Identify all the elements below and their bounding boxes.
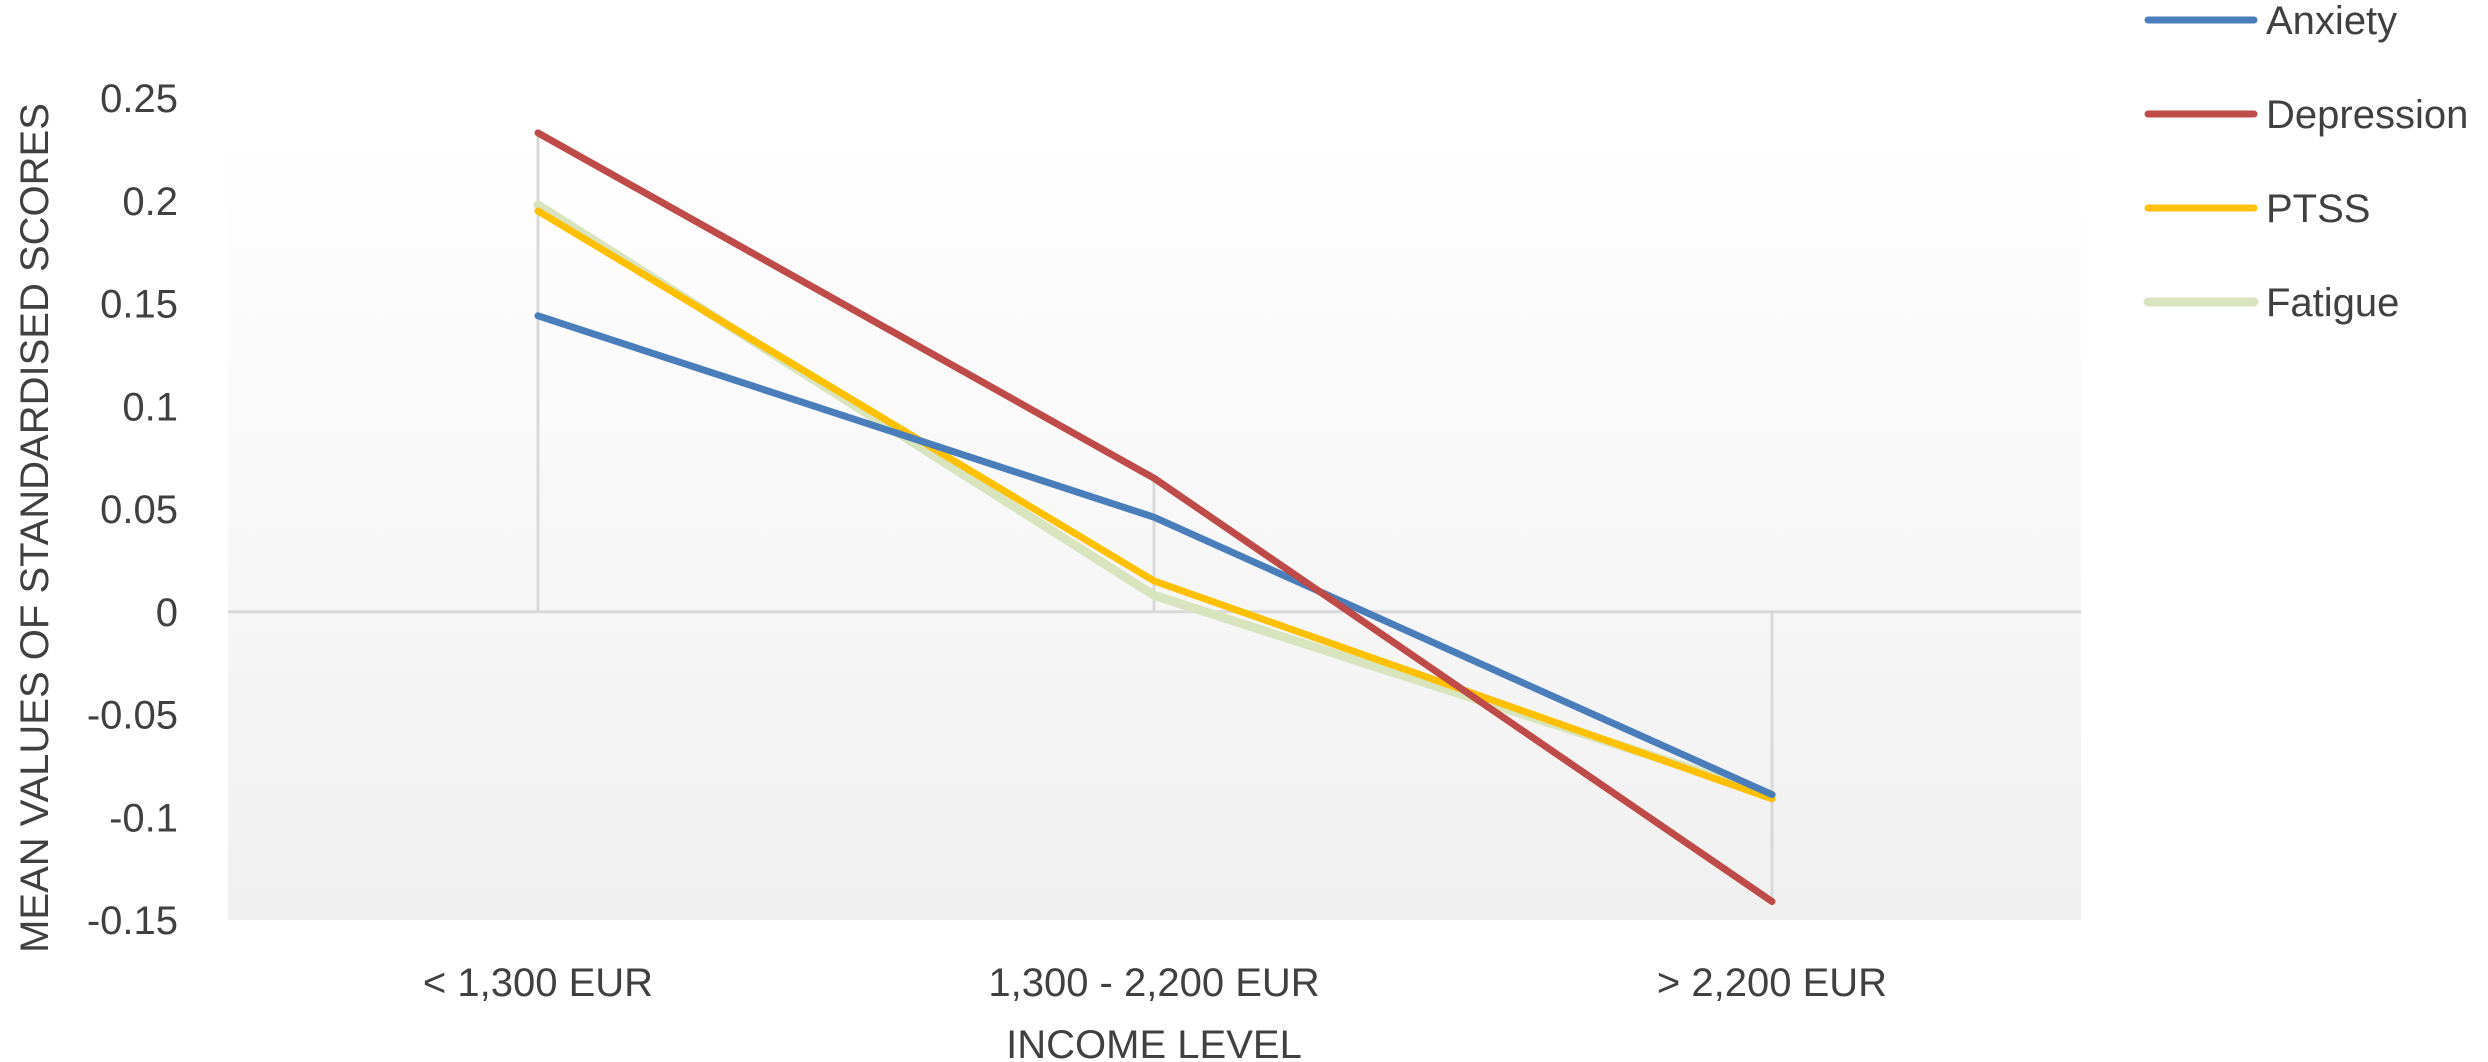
y-tick-label: 0.1 bbox=[122, 385, 178, 429]
y-tick-label: -0.15 bbox=[87, 899, 178, 943]
y-tick-label: -0.1 bbox=[109, 796, 178, 840]
x-tick-label: > 2,200 EUR bbox=[1657, 961, 1887, 1005]
legend-item-ptss: PTSS bbox=[2144, 187, 2370, 231]
legend-label: PTSS bbox=[2266, 187, 2370, 231]
legend-label: Depression bbox=[2266, 93, 2468, 137]
x-axis-tick-labels: < 1,300 EUR 1,300 - 2,200 EUR > 2,200 EUR bbox=[423, 961, 1887, 1005]
y-tick-label: 0.05 bbox=[100, 488, 178, 532]
y-tick-label: -0.05 bbox=[87, 694, 178, 738]
y-tick-label: 0.2 bbox=[122, 180, 178, 224]
x-tick-label: 1,300 - 2,200 EUR bbox=[988, 961, 1319, 1005]
legend: Anxiety Depression PTSS Fatigue bbox=[2143, 0, 2468, 325]
series-line-ptss bbox=[534, 207, 1776, 803]
y-axis-title: MEAN VALUES OF STANDARDISED SCORES bbox=[13, 103, 57, 953]
legend-item-anxiety: Anxiety bbox=[2144, 0, 2397, 43]
y-tick-label: 0.25 bbox=[100, 77, 178, 121]
legend-item-depression: Depression bbox=[2144, 93, 2468, 137]
series-lines bbox=[533, 129, 1777, 905]
x-axis-title: INCOME LEVEL bbox=[1006, 1023, 1302, 1062]
legend-item-fatigue: Fatigue bbox=[2143, 281, 2399, 325]
legend-label: Fatigue bbox=[2266, 281, 2399, 325]
x-tick-label: < 1,300 EUR bbox=[423, 961, 653, 1005]
y-tick-label: 0.15 bbox=[100, 283, 178, 327]
y-axis-tick-labels: 0.25 0.2 0.15 0.1 0.05 0 -0.05 -0.1 -0.15 bbox=[87, 77, 178, 943]
y-tick-label: 0 bbox=[156, 591, 178, 635]
series-line-anxiety bbox=[534, 312, 1776, 799]
series-line-depression bbox=[534, 129, 1776, 905]
legend-label: Anxiety bbox=[2266, 0, 2397, 43]
